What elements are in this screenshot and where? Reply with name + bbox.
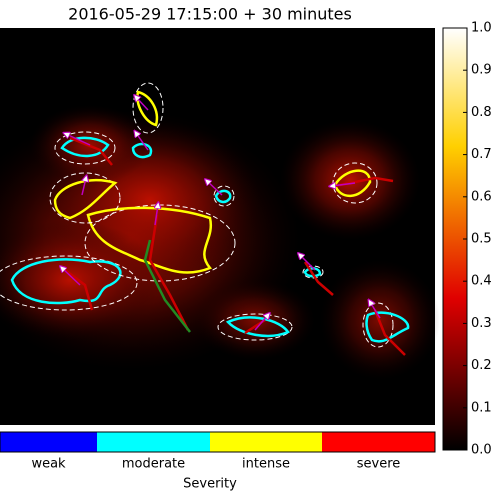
severity-swatch xyxy=(210,432,322,452)
severity-label: weak xyxy=(31,457,66,472)
severity-frame xyxy=(0,431,436,453)
severity-title: Severity xyxy=(183,477,237,492)
colorbar-tick-label: 0.6 xyxy=(471,189,492,204)
colorbar-tick-label: 0.9 xyxy=(471,63,492,78)
colorbar-tick-label: 0.4 xyxy=(471,274,492,289)
severity-label: moderate xyxy=(122,457,185,472)
heatmap xyxy=(0,28,440,425)
colorbar-tick-label: 0.1 xyxy=(471,400,492,415)
colorbar-tick-label: 0.5 xyxy=(471,232,492,247)
severity-label: severe xyxy=(357,457,401,472)
colorbar-tick-label: 0.7 xyxy=(471,147,492,162)
severity-label: intense xyxy=(242,457,290,472)
chart-title: 2016-05-29 17:15:00 + 30 minutes xyxy=(68,5,352,24)
severity-swatch xyxy=(0,432,97,452)
severity-swatch xyxy=(322,432,435,452)
colorbar-tick-label: 0.2 xyxy=(471,358,492,373)
colorbar-tick-label: 0.8 xyxy=(471,105,492,120)
colorbar-tick-label: 0.3 xyxy=(471,316,492,331)
severity-swatch xyxy=(97,432,210,452)
storm-cells xyxy=(0,82,410,356)
colorbar-tick-label: 1.0 xyxy=(471,21,492,36)
colorbar-tick-label: 0.0 xyxy=(471,443,492,458)
